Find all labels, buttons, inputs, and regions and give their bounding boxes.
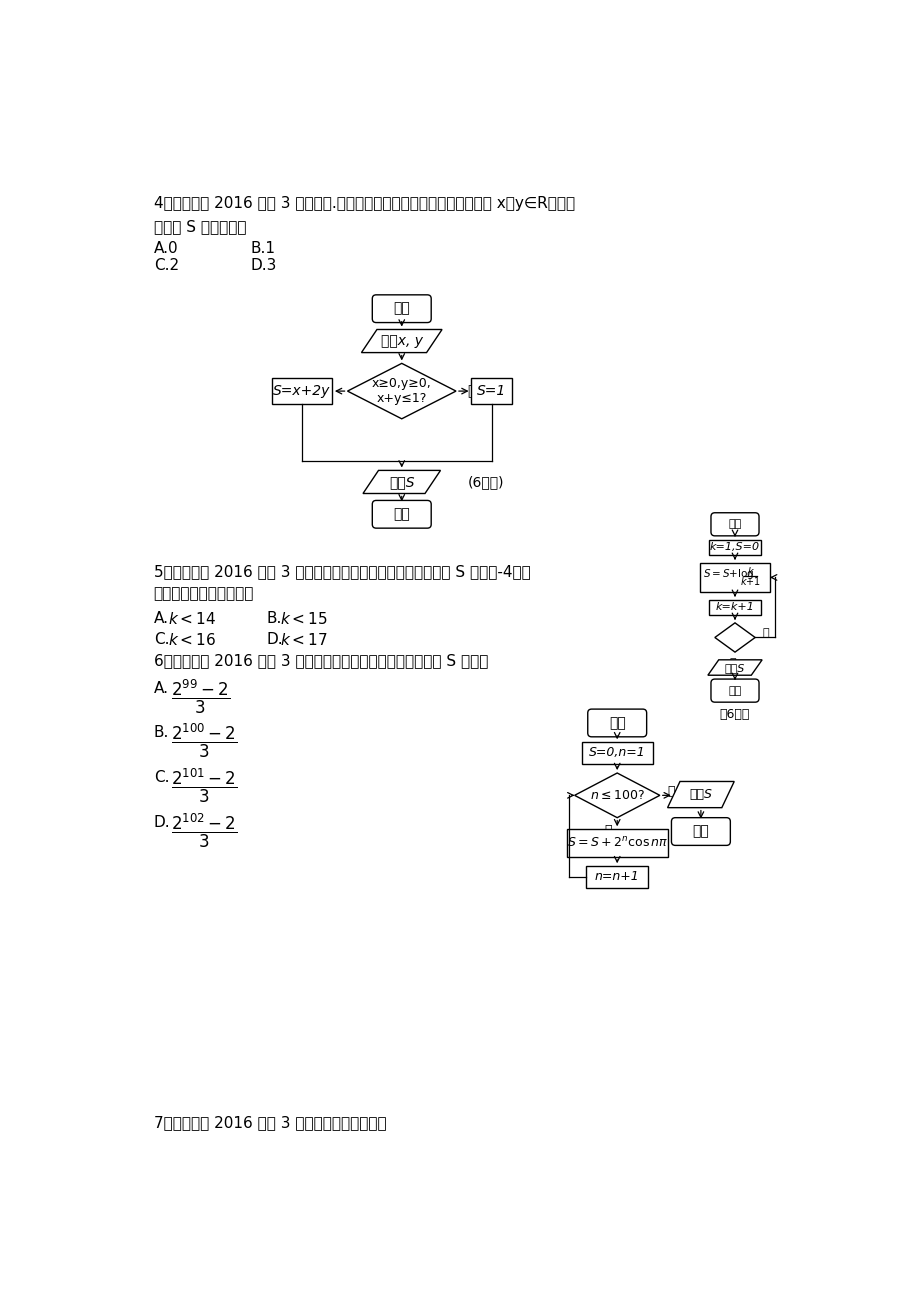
Text: n=n+1: n=n+1 [595,871,639,884]
Polygon shape [667,781,733,807]
Text: 5、（临沂市 2016 高三 3 月模拟）若执行右边的程序框图，输出 S 的値为-4，则: 5、（临沂市 2016 高三 3 月模拟）若执行右边的程序框图，输出 S 的値为… [153,564,530,579]
FancyBboxPatch shape [708,540,761,555]
Text: S=0,n=1: S=0,n=1 [588,746,645,759]
Polygon shape [347,363,456,419]
Text: 否: 否 [729,659,735,668]
Text: D.: D. [153,815,170,829]
Text: 7、（日照市 2016 高三 3 月模拟）执行如图所示: 7、（日照市 2016 高三 3 月模拟）执行如图所示 [153,1115,386,1130]
Text: 是: 是 [604,824,611,837]
Text: B.: B. [153,725,169,741]
Text: $S=S+2^n\cos n\pi$: $S=S+2^n\cos n\pi$ [566,836,667,850]
Text: $k<14$: $k<14$ [167,611,215,626]
Text: B.: B. [266,611,281,625]
Text: $k<15$: $k<15$ [279,611,327,626]
FancyBboxPatch shape [271,378,332,404]
Text: $k{+}1$: $k{+}1$ [739,574,760,586]
Text: 输出S: 输出S [724,663,744,673]
Text: 否: 否 [667,785,675,798]
FancyBboxPatch shape [372,294,431,323]
Text: A.0: A.0 [153,241,178,256]
FancyBboxPatch shape [581,742,652,764]
Text: 开始: 开始 [393,302,410,315]
FancyBboxPatch shape [708,600,761,615]
Text: 输出的 S 的最大値为: 输出的 S 的最大値为 [153,219,246,234]
Text: 结束: 结束 [728,686,741,695]
Text: D.: D. [266,631,282,647]
Text: k=1,S=0: k=1,S=0 [709,543,759,552]
Text: C.: C. [153,631,169,647]
Polygon shape [707,660,761,676]
FancyBboxPatch shape [699,562,769,592]
Text: S=x+2y: S=x+2y [273,384,330,398]
Text: A.: A. [153,611,168,625]
Text: 是: 是 [322,384,330,398]
Text: C.: C. [153,769,169,785]
Polygon shape [714,622,754,652]
Text: $\dfrac{2^{101}-2}{3}$: $\dfrac{2^{101}-2}{3}$ [171,767,237,805]
FancyBboxPatch shape [585,866,648,888]
Text: 结束: 结束 [692,824,709,838]
Text: 开始: 开始 [608,716,625,730]
Text: $S{=}S{+}\log$: $S{=}S{+}\log$ [702,566,754,581]
FancyBboxPatch shape [566,829,667,857]
Polygon shape [361,329,441,353]
Text: 6、（青岛市 2016 高三 3 月模拟）如图所示的程序框图，输出 S 的値为: 6、（青岛市 2016 高三 3 月模拟）如图所示的程序框图，输出 S 的値为 [153,652,488,668]
Text: 判断框中应填入的条件是: 判断框中应填入的条件是 [153,586,254,602]
Text: $\dfrac{2^{100}-2}{3}$: $\dfrac{2^{100}-2}{3}$ [171,723,237,760]
Text: 输出S: 输出S [389,475,414,490]
Text: x≥0,y≥0,
x+y≤1?: x≥0,y≥0, x+y≤1? [371,378,431,405]
Text: S=1: S=1 [477,384,505,398]
Text: $k$: $k$ [745,565,754,577]
Text: k=k+1: k=k+1 [715,603,754,612]
Text: C.2: C.2 [153,258,178,273]
Text: $k<16$: $k<16$ [167,631,215,648]
FancyBboxPatch shape [471,378,511,404]
Text: $n\leq100?$: $n\leq100?$ [589,789,644,802]
Text: $\dfrac{2^{99}-2}{3}$: $\dfrac{2^{99}-2}{3}$ [171,677,230,716]
Polygon shape [574,773,659,818]
FancyBboxPatch shape [372,500,431,529]
Text: 开始: 开始 [728,519,741,530]
FancyBboxPatch shape [710,513,758,536]
Text: 结束: 结束 [393,508,410,521]
Text: $\dfrac{2^{102}-2}{3}$: $\dfrac{2^{102}-2}{3}$ [171,811,237,850]
Text: (6题图): (6题图) [467,475,504,490]
FancyBboxPatch shape [710,680,758,702]
Text: A.: A. [153,681,168,695]
Text: B.1: B.1 [250,241,276,256]
FancyBboxPatch shape [671,818,730,845]
Text: 输入x, y: 输入x, y [380,335,423,348]
Polygon shape [363,470,440,493]
Text: 否: 否 [467,384,475,398]
Text: $k<17$: $k<17$ [279,631,327,648]
Text: 输出S: 输出S [688,788,711,801]
Text: D.3: D.3 [250,258,277,273]
FancyBboxPatch shape [587,710,646,737]
Text: 4、（济宁市 2016 高三 3 月模拟）.执行如图所示的程序框图，如果输入的 x、y∈R，那么: 4、（济宁市 2016 高三 3 月模拟）.执行如图所示的程序框图，如果输入的 … [153,197,574,211]
Text: 是: 是 [762,628,768,638]
Text: 第6题图: 第6题图 [719,707,749,720]
